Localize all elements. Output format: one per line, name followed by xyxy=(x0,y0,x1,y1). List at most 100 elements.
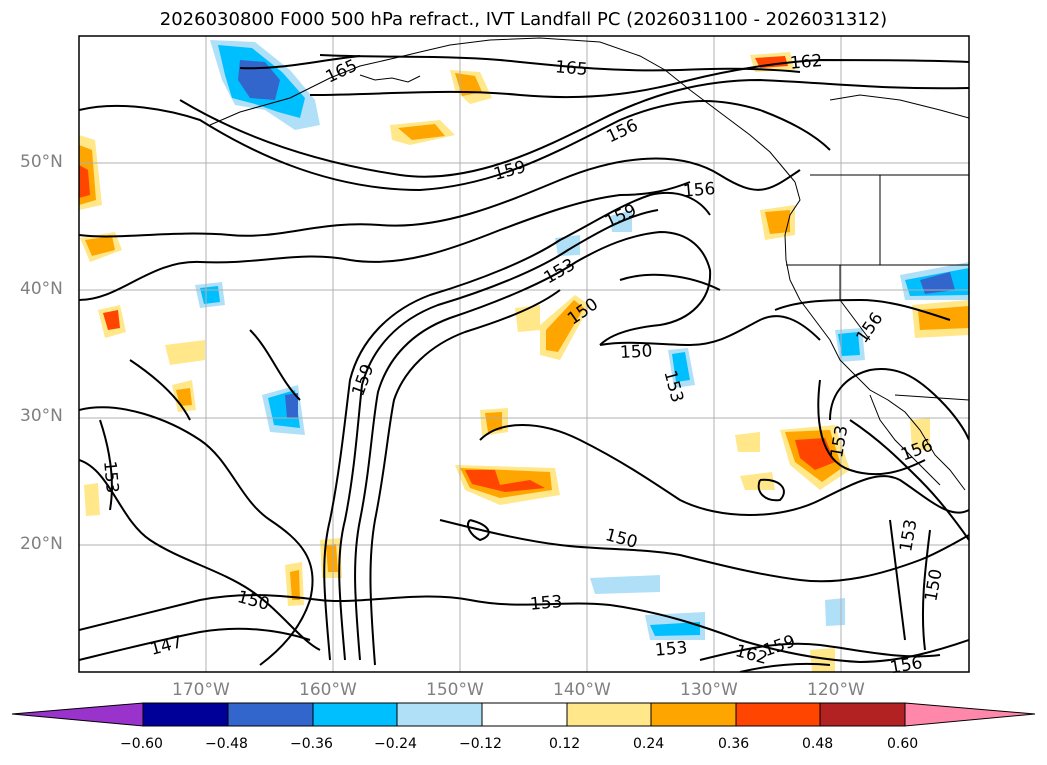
contour-150 xyxy=(369,289,561,666)
negative-area xyxy=(920,272,955,294)
positive-area xyxy=(485,412,502,432)
negative-area xyxy=(825,598,845,626)
contour-150 xyxy=(129,359,191,421)
colorbar-over xyxy=(904,702,1036,727)
colorbar-tick: −0.24 xyxy=(374,736,417,752)
positive-area xyxy=(85,236,115,256)
lat-label: 30°N xyxy=(20,406,63,426)
contour-150 xyxy=(439,519,969,583)
canada-coast xyxy=(784,181,966,491)
contour-159 xyxy=(699,642,941,661)
contour-153 xyxy=(817,379,926,476)
contour-165 xyxy=(319,54,801,73)
alaska-coast xyxy=(209,37,796,183)
positive-area xyxy=(290,570,300,600)
colorbar-tick: −0.12 xyxy=(459,736,502,752)
contour-156 xyxy=(79,100,831,192)
contour-label: 153 xyxy=(99,460,122,494)
colorbar-tick: 0.24 xyxy=(633,736,665,752)
positive-area xyxy=(735,432,760,452)
contour-159 xyxy=(179,78,969,178)
colorbar-bin xyxy=(227,702,314,727)
colorbar-bin xyxy=(566,702,652,727)
positive-area xyxy=(398,124,445,140)
colorbar-bin xyxy=(819,702,906,727)
colorbar-tick: −0.36 xyxy=(290,736,333,752)
contour-153 xyxy=(79,594,969,664)
contour-156 xyxy=(849,419,969,541)
contour-156 xyxy=(79,157,801,238)
map-background xyxy=(79,36,969,672)
colorbar-tick: −0.48 xyxy=(205,736,248,752)
contour-label: 162 xyxy=(789,51,823,74)
contour-159 xyxy=(323,191,711,661)
contour-label: 150 xyxy=(620,341,653,363)
lon-label: 160°W xyxy=(299,680,357,700)
map-frame xyxy=(78,35,970,673)
positive-area xyxy=(103,310,120,330)
aleutians xyxy=(359,74,421,83)
colorbar-bin xyxy=(142,702,229,727)
contour-150 xyxy=(479,424,969,516)
positive-area xyxy=(84,483,100,516)
colorbar-bin xyxy=(396,702,483,727)
map-title: 2026030800 F000 500 hPa refract., IVT La… xyxy=(159,9,888,30)
negative-area xyxy=(285,393,298,418)
contour-156 xyxy=(338,209,659,661)
colorbar-tick: −0.60 xyxy=(120,736,163,752)
lon-label: 150°W xyxy=(426,680,484,700)
lat-label: 50°N xyxy=(20,152,63,172)
lat-label: 40°N xyxy=(20,279,63,299)
contour-150 xyxy=(467,519,490,542)
contour-156 xyxy=(829,368,969,441)
colorbar-tick: 0.48 xyxy=(802,736,834,752)
contour-156 xyxy=(774,298,951,321)
contour-153 xyxy=(79,406,314,666)
negative-area xyxy=(672,352,690,382)
negative-area xyxy=(590,575,660,594)
lon-label: 120°W xyxy=(807,680,865,700)
contour-147 xyxy=(79,627,311,661)
positive-area xyxy=(910,418,930,450)
positive-area xyxy=(79,165,90,198)
contour-162 xyxy=(239,55,361,70)
negative-area xyxy=(838,332,860,356)
positive-area xyxy=(810,648,835,672)
contour-150 xyxy=(921,529,931,651)
contour-162 xyxy=(309,58,969,99)
colorbar-tick: 0.60 xyxy=(887,736,919,752)
colorbar xyxy=(11,702,1036,727)
contour-153 xyxy=(354,230,712,661)
contour-162 xyxy=(739,662,831,672)
positive-area xyxy=(740,472,775,490)
coastlines xyxy=(209,37,969,491)
positive-area xyxy=(165,340,205,365)
contour-159 xyxy=(619,273,721,291)
colorbar-tick: 0.36 xyxy=(718,736,750,752)
contour-label: 156 xyxy=(889,653,924,678)
colorbar-bin xyxy=(735,702,821,727)
negative-area xyxy=(650,622,700,636)
contour-153 xyxy=(757,478,785,502)
positive-area xyxy=(326,544,338,572)
contour-150 xyxy=(599,315,821,347)
contour-label: 156 xyxy=(682,179,716,202)
positive-area xyxy=(176,388,192,406)
lon-label: 140°W xyxy=(553,680,611,700)
colorbar-bin xyxy=(312,702,398,727)
lon-label: 130°W xyxy=(680,680,738,700)
contour-153 xyxy=(249,329,301,401)
colorbar-under xyxy=(11,702,144,727)
contour-label: 153 xyxy=(529,592,563,615)
contour-150 xyxy=(79,459,321,651)
positive-area xyxy=(455,73,482,96)
negative-area xyxy=(238,60,280,100)
colorbar-bin xyxy=(481,702,568,727)
baja-coast xyxy=(869,394,941,486)
positive-area xyxy=(765,210,790,234)
mexico-border xyxy=(894,394,969,401)
lon-label: 170°W xyxy=(172,680,230,700)
contour-153 xyxy=(99,419,113,511)
canada-interior xyxy=(829,94,969,119)
